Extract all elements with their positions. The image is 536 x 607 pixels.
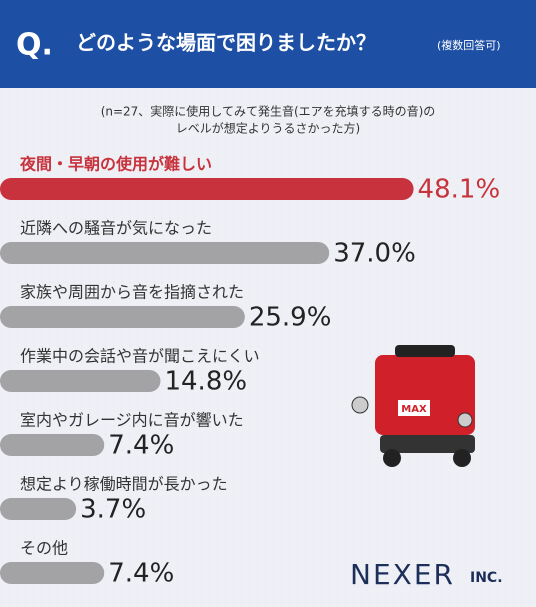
category-label: 夜間・早朝の使用が難しい <box>19 155 212 174</box>
value-label: 7.4% <box>108 559 174 589</box>
category-label: 室内やガレージ内に音が響いた <box>20 411 244 430</box>
subtitle: (n=27、実際に使用してみて発生音(エアを充填する時の音)の <box>101 104 436 119</box>
category-label: 想定より稼働時間が長かった <box>20 475 228 494</box>
logo: NEXER <box>350 558 455 591</box>
category-label: 作業中の会話や音が聞こえにくい <box>20 347 260 366</box>
question: どのような場面で困りましたか？ <box>76 31 376 55</box>
value-label: 14.8% <box>164 367 247 397</box>
category-label: 近隣への騒音が気になった <box>20 219 212 238</box>
bar <box>0 178 414 200</box>
svg-text:MAX: MAX <box>401 404 427 415</box>
category-label: その他 <box>20 539 68 558</box>
value-label: 7.4% <box>108 431 174 461</box>
logo-suffix: INC. <box>470 570 503 586</box>
bar <box>0 434 105 456</box>
bar <box>0 498 77 520</box>
bar <box>0 562 105 584</box>
value-label: 25.9% <box>249 303 332 333</box>
category-label: 家族や周囲から音を指摘された <box>20 283 244 302</box>
compressor: MAX <box>351 345 475 467</box>
bar <box>0 306 245 328</box>
value-label: 48.1% <box>418 175 501 205</box>
q-mark: Q. <box>16 28 53 63</box>
value-label: 37.0% <box>333 239 416 269</box>
bar <box>0 370 161 392</box>
header-band <box>0 0 536 88</box>
subtitle: レベルが想定よりうるさかった方) <box>176 121 360 136</box>
bar <box>0 242 330 264</box>
value-label: 3.7% <box>80 495 146 525</box>
question-note: (複数回答可) <box>437 38 501 52</box>
